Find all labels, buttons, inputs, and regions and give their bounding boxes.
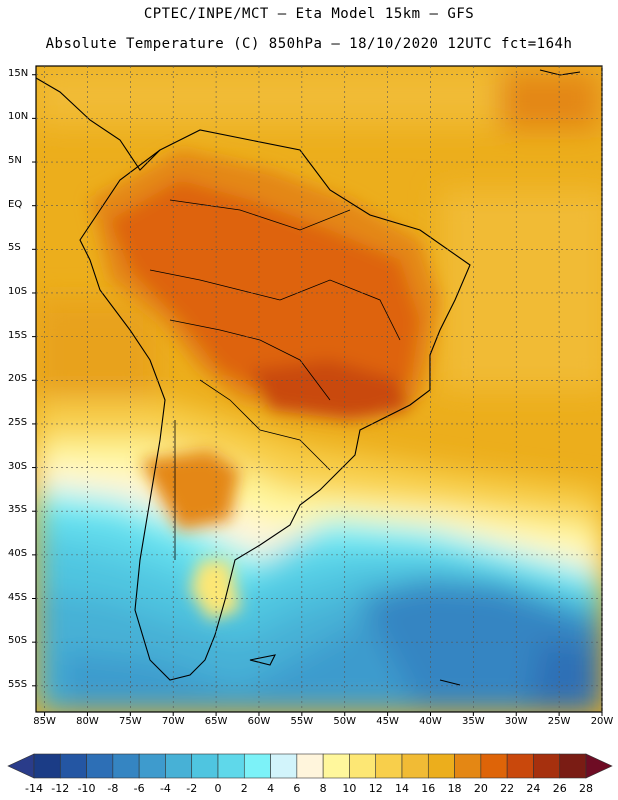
longitude-label: 75W (119, 716, 142, 727)
colorbar-segment (296, 753, 324, 779)
coastlines (36, 69, 581, 686)
temperature-field (36, 66, 602, 712)
colorbar-label: -8 (107, 782, 119, 795)
colorbar-under-arrow (7, 753, 35, 779)
colorbar-label: 8 (319, 782, 327, 795)
colorbar-label: 28 (579, 782, 593, 795)
latitude-label: 5S (8, 242, 21, 254)
longitude-label: 40W (419, 716, 442, 727)
latitude-label: 20S (8, 373, 28, 385)
longitude-label: 85W (33, 716, 56, 727)
colorbar-segment (243, 753, 271, 779)
colorbar-segment (217, 753, 245, 779)
colorbar-label: -14 (25, 782, 43, 795)
colorbar-label: 14 (395, 782, 409, 795)
map-frame (35, 65, 603, 713)
colorbar-label: 24 (526, 782, 541, 795)
longitude-label: 55W (290, 716, 314, 727)
longitude-label: 30W (504, 716, 528, 727)
colorbar-over-arrow (585, 753, 613, 779)
longitude-label: 35W (462, 716, 485, 727)
colorbar-segment (270, 753, 298, 779)
longitude-label: 50W (333, 716, 357, 727)
colorbar (7, 753, 613, 779)
colorbar-segment (454, 753, 482, 779)
colorbar-label: 26 (552, 782, 567, 795)
colorbar-label: 18 (447, 782, 462, 795)
colorbar-segment (322, 753, 350, 779)
colorbar-label: 12 (368, 782, 383, 795)
latitude-label: 15N (8, 67, 29, 79)
graticule (36, 66, 603, 712)
colorbar-label: 10 (342, 782, 357, 795)
colorbar-label: -2 (186, 782, 198, 795)
longitude-label: 65W (204, 716, 228, 727)
colorbar-segment (480, 753, 508, 779)
longitude-label: 60W (247, 716, 271, 727)
latitude-label: 40S (8, 547, 28, 559)
latitude-label: EQ (8, 198, 23, 210)
colorbar-segment (559, 753, 587, 779)
colorbar-label: 2 (240, 782, 248, 795)
colorbar-segment (401, 753, 429, 779)
latitude-label: 45S (8, 591, 28, 603)
latitude-label: 35S (8, 504, 28, 516)
latitude-label: 50S (8, 635, 28, 647)
chart-title-line2: Absolute Temperature (C) 850hPa – 18/10/… (45, 36, 573, 52)
latitude-label: 30S (8, 460, 28, 472)
longitude-label: 70W (161, 716, 185, 727)
colorbar-segment (375, 753, 403, 779)
longitude-label: 45W (376, 716, 399, 727)
colorbar-label: 16 (421, 782, 436, 795)
colorbar-label: 6 (293, 782, 301, 795)
colorbar-label: -10 (77, 782, 96, 795)
latitude-label: 10N (8, 111, 29, 123)
latitude-label: 25S (8, 416, 28, 428)
colorbar-segment (112, 753, 140, 779)
colorbar-segment (33, 753, 61, 779)
colorbar-segment (165, 753, 193, 779)
colorbar-label: 4 (267, 782, 275, 795)
colorbar-label: 22 (500, 782, 515, 795)
latitude-label: 5N (8, 155, 22, 167)
colorbar-segment (506, 753, 534, 779)
latitude-label: 55S (8, 678, 28, 690)
longitude-label: 20W (590, 716, 614, 727)
colorbar-segment (59, 753, 87, 779)
colorbar-label: 0 (214, 782, 222, 795)
chart-title-line1: CPTEC/INPE/MCT – Eta Model 15km – GFS (143, 6, 475, 22)
colorbar-segment (86, 753, 114, 779)
colorbar-label: -12 (51, 782, 70, 795)
latitude-label: 10S (8, 285, 28, 297)
colorbar-segment (191, 753, 219, 779)
longitude-label: 80W (76, 716, 99, 727)
colorbar-segment (349, 753, 377, 779)
colorbar-segment (533, 753, 561, 779)
colorbar-segment (427, 753, 455, 779)
colorbar-label: -6 (133, 782, 145, 795)
longitude-label: 25W (547, 716, 571, 727)
latitude-label: 15S (8, 329, 28, 341)
colorbar-segment (138, 753, 166, 779)
colorbar-label: 20 (473, 782, 488, 795)
axis-ticks (32, 74, 603, 716)
colorbar-label: -4 (159, 782, 171, 795)
